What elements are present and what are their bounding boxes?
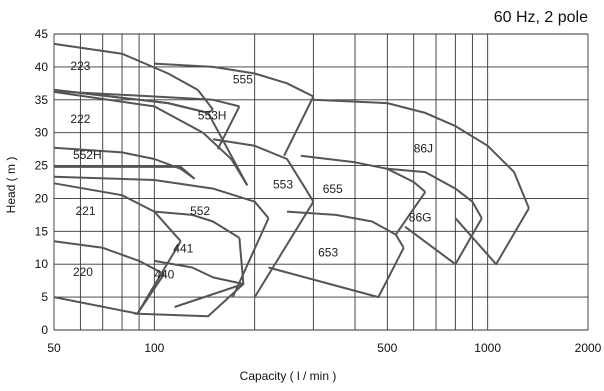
pump-curve-552H [54,165,196,180]
model-label-441: 441 [173,241,193,255]
x-axis-label: Capacity ( l / min ) [240,369,337,383]
model-label-553: 553 [273,178,293,192]
pump-curve-223 [53,42,214,111]
gridlines [53,33,589,331]
y-tick-label: 30 [35,126,49,140]
x-tick-label: 50 [47,341,61,355]
x-tick-label: 2000 [575,341,602,355]
y-tick-label: 20 [35,191,49,205]
pump-curve-86G [387,167,483,219]
pump-curve-552 [231,217,270,298]
model-label-555: 555 [233,72,253,86]
y-tick-label: 10 [35,257,49,271]
pump-curve-655 [394,191,427,236]
frequency-annotation: 60 Hz, 2 pole [494,9,588,26]
y-tick-label: 0 [41,323,48,337]
y-tick-label: 25 [35,159,49,173]
y-tick-label: 35 [35,93,49,107]
pump-curves [53,42,530,318]
model-label-552: 552 [190,204,210,218]
y-axis-label: Head ( m ) [4,157,18,214]
pump-curve-86G [404,217,483,266]
x-tick-label: 500 [377,341,397,355]
pump-curve-221 [53,182,182,242]
x-tick-label: 100 [144,341,164,355]
pump-curve-553H [216,105,241,150]
tick-labels: 0 5 10 15 20 25 30 35 40 45 50 100 500 1000 2000 [35,27,602,355]
pump-curve-653 [268,247,405,299]
pump-curve-221 [136,240,182,315]
pump-curve-222 [53,90,249,186]
model-label-86G: 86G [409,210,432,224]
pump-curve-86J [313,98,530,209]
pump-curve-552 [53,175,270,219]
model-label-552H: 552H [73,148,102,162]
model-label-220: 220 [73,265,93,279]
y-tick-label: 40 [35,60,49,74]
pump-curve-220 [53,240,165,275]
pump-curve-653 [286,210,405,249]
pump-curve-86J [454,207,530,266]
pump-curve-441 [154,210,240,239]
model-label-653: 653 [318,245,338,259]
model-label-86J: 86J [414,141,433,155]
y-tick-label: 45 [35,27,49,41]
pump-curve-553 [253,201,315,298]
pump-curve-555 [283,96,315,157]
model-label-223: 223 [70,59,90,73]
pump-curve-440 [154,259,244,285]
pump-curve-553H [53,90,240,108]
pump-curve-220 [53,273,165,315]
pump-curve-655 [300,154,426,193]
model-label-222: 222 [70,112,90,126]
pump-curve-440 [134,283,245,318]
y-tick-label: 5 [41,290,48,304]
pump-curve-441 [174,237,245,308]
pump-curve-555 [154,62,314,98]
model-label-553H: 553H [198,109,227,123]
model-label-655: 655 [323,182,343,196]
model-labels: 223 222 552H 221 220 440 441 552 553H 555 553 655 65… [70,59,433,282]
model-label-440: 440 [154,268,174,282]
y-tick-label: 15 [35,224,49,238]
model-label-221: 221 [75,204,95,218]
pump-curve-222 [53,88,249,186]
x-tick-label: 1000 [474,341,501,355]
pump-curve-223 [53,88,214,114]
pump-curve-553 [212,138,315,203]
